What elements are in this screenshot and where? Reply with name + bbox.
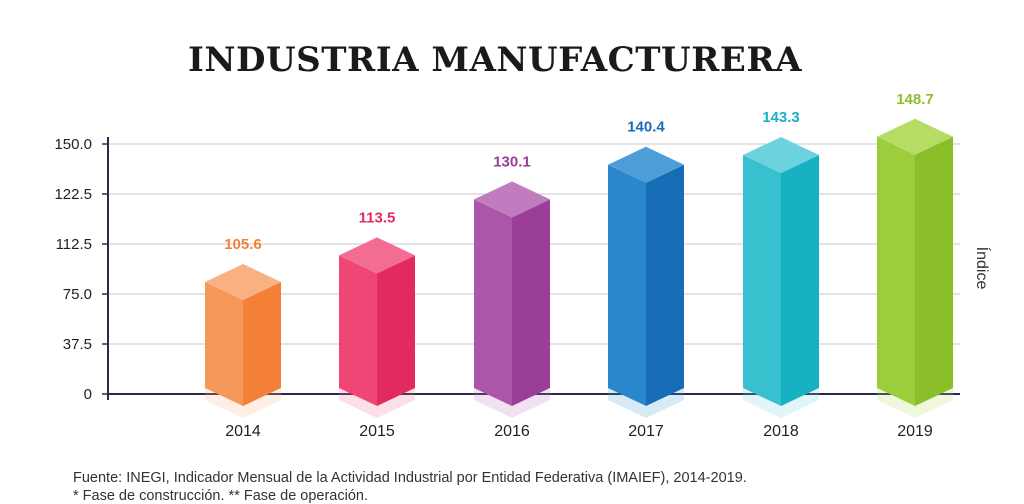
y-tick-label: 0 — [84, 386, 92, 403]
bar-front-face — [877, 136, 915, 407]
value-label: 148.7 — [896, 91, 934, 108]
bar-top-face — [608, 146, 684, 183]
bar-side-face — [781, 154, 819, 406]
bar — [205, 264, 281, 418]
bar-front-face — [474, 199, 512, 406]
y-tick-label: 150.0 — [54, 136, 92, 153]
x-tick-labels: 2014 2015 2016 2017 2018 2019 — [225, 423, 933, 440]
bar-side-face — [915, 136, 953, 407]
value-label: 113.5 — [359, 209, 396, 226]
bar-reflection — [877, 388, 953, 418]
bar — [608, 146, 684, 418]
bar-front-face — [205, 282, 243, 406]
value-label: 105.6 — [224, 236, 262, 253]
bar-top-face — [339, 237, 415, 274]
bar — [743, 136, 819, 418]
y-tick-label: 37.5 — [63, 336, 92, 353]
bar-front-face — [743, 154, 781, 406]
bar-side-face — [646, 164, 684, 406]
source-note: Fuente: INEGI, Indicador Mensual de la A… — [73, 470, 747, 486]
bar-reflection — [474, 388, 550, 418]
x-tick-label: 2017 — [628, 423, 664, 440]
bar-reflection — [608, 388, 684, 418]
bar-reflection — [339, 388, 415, 418]
bar — [877, 118, 953, 418]
bar — [474, 181, 550, 418]
bar-reflection — [743, 388, 819, 418]
y-axis-title: Índice — [973, 247, 992, 290]
x-tick-label: 2014 — [225, 423, 261, 440]
bar-front-face — [608, 164, 646, 406]
bars — [205, 118, 953, 418]
value-labels: 105.6 113.5 130.1 140.4 143.3 148.7 — [224, 91, 934, 253]
bar-top-face — [205, 264, 281, 300]
bar-reflection — [205, 388, 281, 418]
bar-top-face — [743, 136, 819, 173]
y-tick-label: 122.5 — [54, 186, 92, 203]
bar-front-face — [339, 255, 377, 406]
footnote: * Fase de construcción. ** Fase de opera… — [73, 488, 368, 504]
y-tick-label: 75.0 — [63, 286, 92, 303]
y-tick-label: 112.5 — [56, 236, 92, 253]
y-tick-labels: 150.0 122.5 112.5 75.0 37.5 0 — [54, 136, 92, 403]
x-tick-label: 2015 — [359, 423, 395, 440]
bar-side-face — [512, 199, 550, 406]
bar-side-face — [243, 282, 281, 406]
value-label: 143.3 — [762, 109, 800, 126]
chart-title: INDUSTRIA MANUFACTURERA — [188, 40, 802, 80]
bar-top-face — [877, 118, 953, 155]
x-tick-label: 2018 — [763, 423, 799, 440]
bar-side-face — [377, 255, 415, 406]
value-label: 140.4 — [627, 119, 665, 136]
x-tick-label: 2019 — [897, 423, 933, 440]
x-tick-label: 2016 — [494, 423, 530, 440]
bar-top-face — [474, 181, 550, 218]
bar — [339, 237, 415, 418]
value-label: 130.1 — [493, 153, 531, 170]
